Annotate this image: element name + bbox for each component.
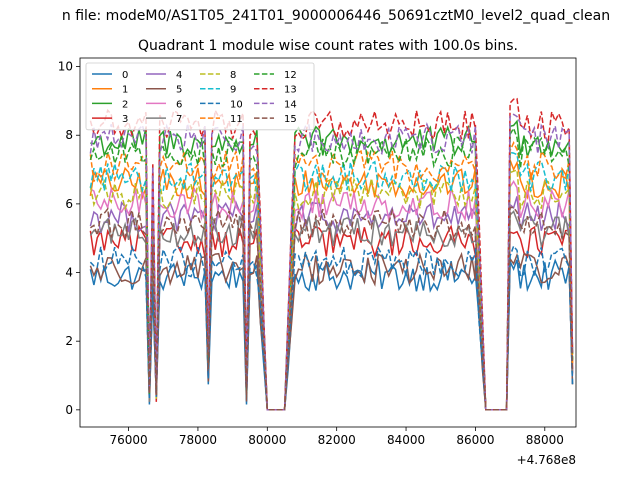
x-tick-label: 84000 [387,433,425,447]
x-tick-label: 78000 [179,433,217,447]
x-tick-label: 80000 [248,433,286,447]
legend-label-3: 3 [122,114,128,125]
legend-label-6: 6 [176,99,182,110]
legend-label-7: 7 [176,114,182,125]
legend-label-14: 14 [284,99,297,110]
legend-label-5: 5 [176,85,182,96]
y-tick-label: 8 [65,128,73,142]
series-line-14 [89,113,574,411]
x-axis: 76000 78000 80000 82000 84000 86000 88000 [109,427,564,447]
y-tick-label: 4 [65,266,73,280]
y-tick-label: 6 [65,197,73,211]
legend-label-4: 4 [176,70,182,81]
legend-label-2: 2 [122,99,128,110]
legend-label-8: 8 [230,70,236,81]
x-offset-text: +4.768e8 [517,453,576,467]
legend-label-12: 12 [284,70,297,81]
x-tick-label: 82000 [318,433,356,447]
axes-title: Quadrant 1 module wise count rates with … [138,38,518,54]
legend-label-11: 11 [230,114,243,125]
plot-frame [79,57,577,428]
legend-label-15: 15 [284,114,297,125]
x-tick-label: 86000 [456,433,494,447]
y-tick-label: 2 [65,334,73,348]
y-tick-label: 0 [65,403,73,417]
legend-label-10: 10 [230,99,243,110]
series-layer [89,97,574,411]
legend-label-9: 9 [230,85,236,96]
series-line-8 [89,169,574,411]
x-tick-label: 88000 [526,433,564,447]
legend-label-0: 0 [122,70,128,81]
y-tick-label: 10 [58,60,73,74]
y-axis: 0 2 4 6 8 10 [58,60,80,417]
series-line-11 [89,141,574,411]
figure-suptitle: n file: modeM0/AS1T05_241T01_9000006446_… [62,8,610,24]
legend-box [85,62,315,131]
x-tick-label: 76000 [109,433,147,447]
series-line-15 [89,206,574,411]
legend-label-13: 13 [284,85,297,96]
legend-label-1: 1 [122,85,128,96]
